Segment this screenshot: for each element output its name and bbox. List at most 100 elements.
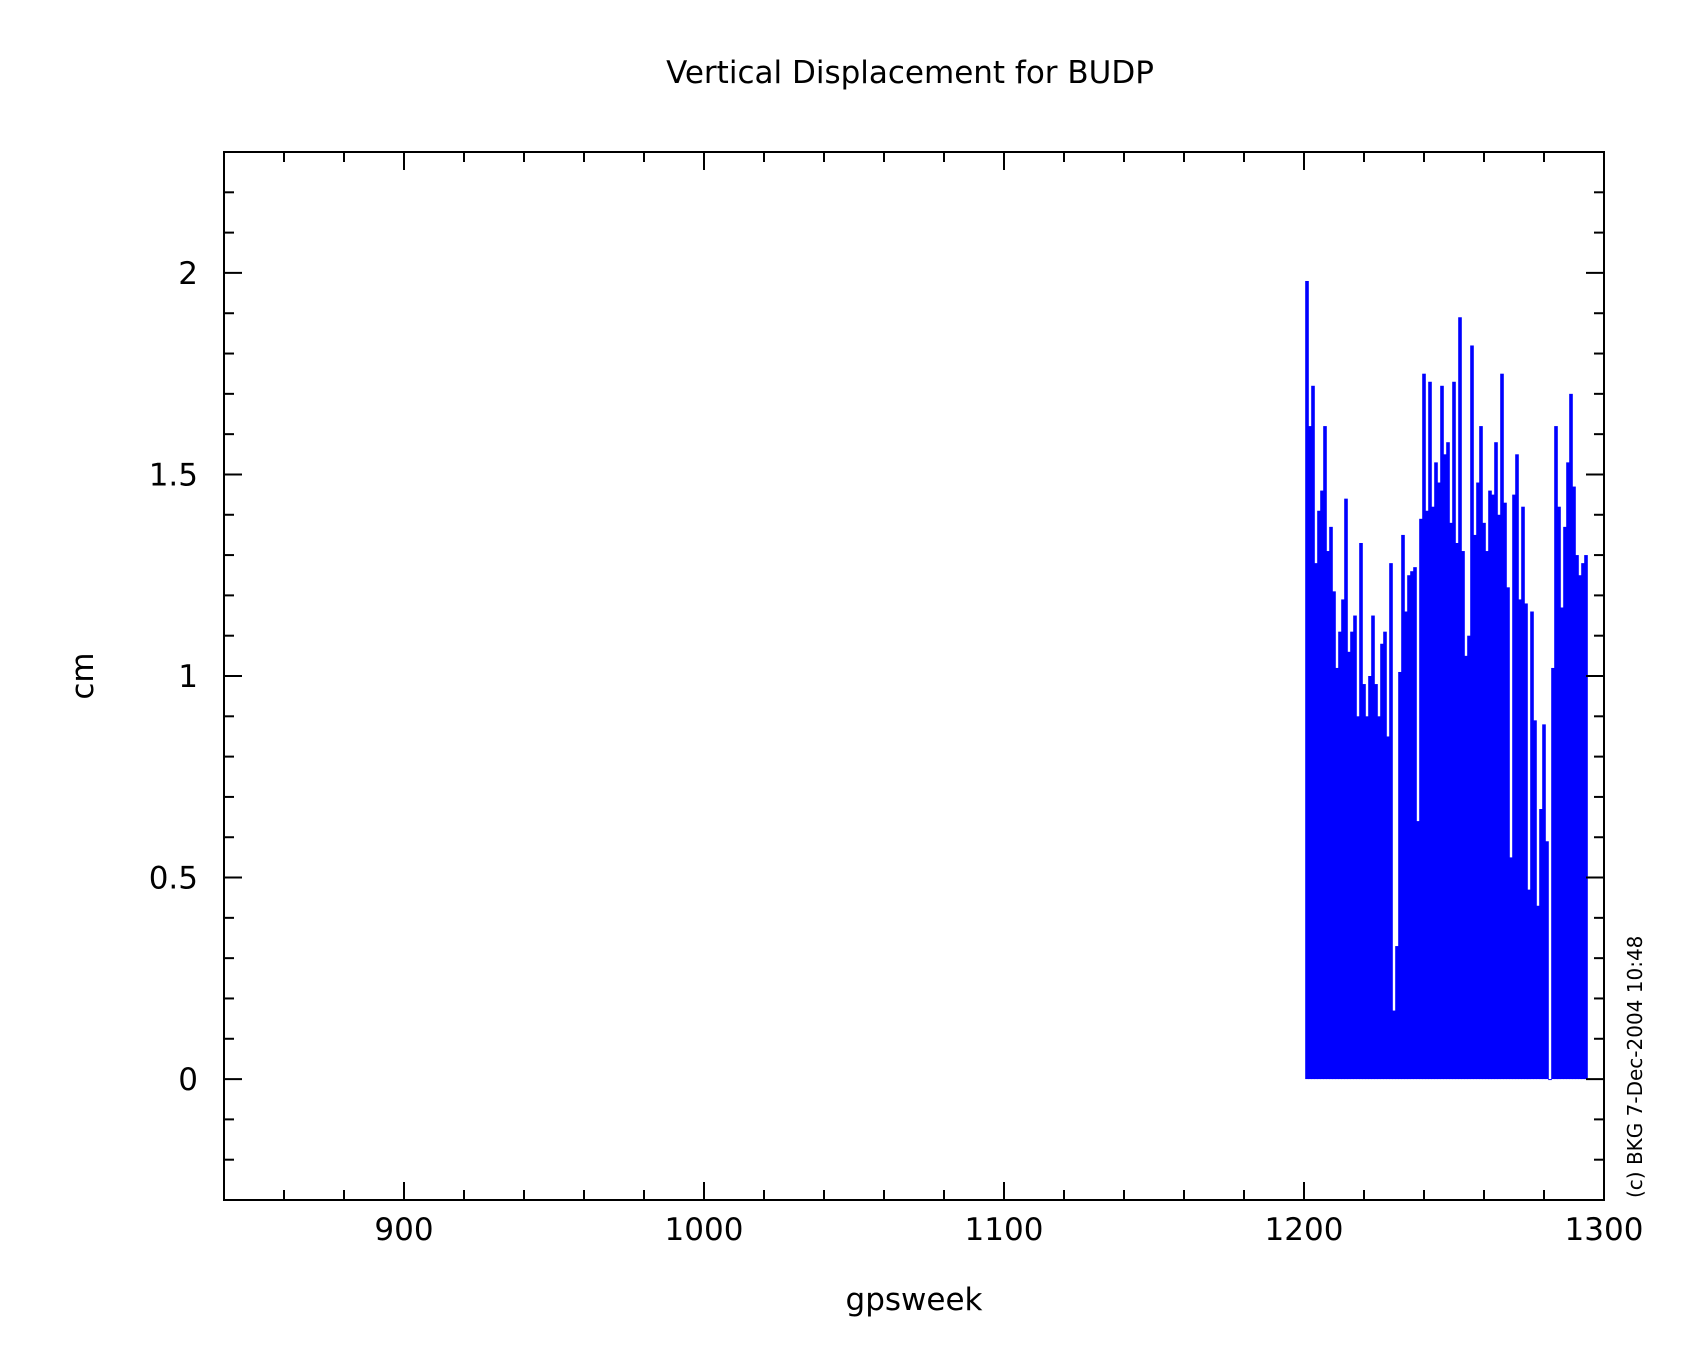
bar [1464, 655, 1468, 1080]
bar [1578, 575, 1582, 1080]
bar [1485, 551, 1489, 1080]
bar [1491, 494, 1495, 1080]
bar [1359, 542, 1363, 1080]
bar [1473, 534, 1477, 1080]
bar [1323, 426, 1327, 1080]
bar [1458, 317, 1462, 1080]
bar [1500, 373, 1504, 1080]
bar [1530, 611, 1534, 1080]
bar [1347, 651, 1351, 1080]
bar [1569, 393, 1573, 1080]
bar [1581, 563, 1585, 1080]
bar [1572, 486, 1576, 1080]
x-axis-label: gpsweek [846, 1282, 983, 1318]
bar [1353, 615, 1357, 1080]
bar [1575, 555, 1579, 1080]
x-tick-label: 1000 [665, 1212, 744, 1248]
bar [1425, 510, 1429, 1080]
bar [1446, 442, 1450, 1080]
bar [1449, 522, 1453, 1080]
bar [1509, 857, 1513, 1080]
bar [1497, 514, 1501, 1080]
bar [1314, 563, 1318, 1080]
y-tick-label: 0.5 [149, 861, 198, 897]
bar [1395, 946, 1399, 1080]
y-tick-label: 1.5 [149, 457, 198, 493]
bar [1389, 563, 1393, 1080]
bar [1317, 510, 1321, 1080]
bar [1338, 631, 1342, 1080]
bar [1557, 506, 1561, 1080]
bar [1545, 841, 1549, 1080]
x-tick-label: 1100 [965, 1212, 1044, 1248]
x-tick-label: 900 [374, 1212, 433, 1248]
bar [1422, 373, 1426, 1080]
bar [1524, 603, 1528, 1080]
bars-group [1305, 280, 1588, 1081]
bar [1419, 518, 1423, 1080]
bar [1536, 905, 1540, 1080]
bar [1356, 716, 1360, 1080]
y-tick-label: 1 [178, 659, 198, 695]
bar [1503, 502, 1507, 1080]
bar [1350, 631, 1354, 1080]
bar [1584, 555, 1588, 1080]
bar [1329, 526, 1333, 1080]
chart-title: Vertical Displacement for BUDP [666, 55, 1154, 91]
bar [1515, 454, 1519, 1080]
bar [1482, 522, 1486, 1080]
ticks-group [224, 152, 1604, 1200]
bar [1551, 667, 1555, 1080]
bar [1479, 426, 1483, 1080]
credit-text: (c) BKG 7-Dec-2004 10:48 [1623, 936, 1647, 1198]
bar [1431, 506, 1435, 1080]
bar [1344, 498, 1348, 1080]
bar [1440, 385, 1444, 1080]
bar [1410, 571, 1414, 1080]
bar [1443, 454, 1447, 1080]
bar [1554, 426, 1558, 1080]
bar [1539, 809, 1543, 1080]
bar [1386, 736, 1390, 1080]
bar [1563, 526, 1567, 1080]
plot-frame [223, 151, 1605, 1201]
bar [1305, 280, 1309, 1080]
bar [1362, 684, 1366, 1080]
bar [1521, 506, 1525, 1080]
bar [1455, 542, 1459, 1080]
bar [1518, 599, 1522, 1080]
bar [1476, 482, 1480, 1080]
bar [1407, 575, 1411, 1080]
bar [1494, 442, 1498, 1080]
y-axis-label: cm [65, 652, 101, 699]
bar [1326, 551, 1330, 1080]
bar [1470, 345, 1474, 1080]
bar [1311, 385, 1315, 1080]
x-tick-labels: 900 1000 1100 1200 1300 [374, 1212, 1643, 1248]
bar [1332, 591, 1336, 1080]
bar [1308, 426, 1312, 1080]
y-tick-labels: 0 0.5 1 1.5 2 [149, 256, 198, 1098]
bar [1383, 631, 1387, 1080]
bar [1566, 462, 1570, 1080]
bar [1416, 821, 1420, 1080]
bar [1428, 381, 1432, 1080]
y-tick-label: 2 [178, 256, 198, 292]
bar [1542, 724, 1546, 1080]
bar [1404, 611, 1408, 1080]
bar [1377, 716, 1381, 1080]
bar [1560, 607, 1564, 1080]
bar [1365, 716, 1369, 1080]
bar [1461, 551, 1465, 1080]
bar [1371, 615, 1375, 1080]
bar [1548, 1079, 1552, 1081]
bar [1452, 381, 1456, 1080]
bar [1467, 635, 1471, 1080]
bar [1413, 567, 1417, 1080]
bar [1374, 684, 1378, 1080]
bar [1533, 720, 1537, 1080]
bar [1506, 587, 1510, 1080]
bar [1434, 462, 1438, 1080]
x-tick-label: 1300 [1565, 1212, 1644, 1248]
